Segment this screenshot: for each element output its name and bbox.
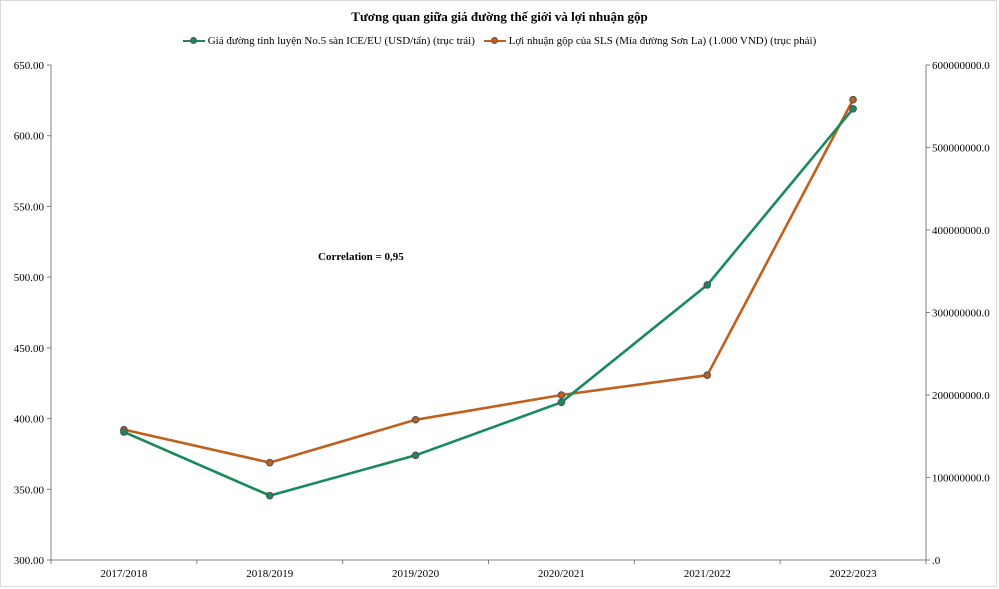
- right-tick-label: .0: [932, 555, 941, 567]
- left-tick-label: 450.00: [14, 343, 45, 355]
- legend-swatch-sugar-price: [182, 36, 205, 46]
- legend: Giá đường tinh luyện No.5 sàn ICE/EU (US…: [0, 35, 999, 47]
- legend-item-gross-profit: Lợi nhuận gộp của SLS (Mía đường Sơn La)…: [483, 35, 817, 47]
- data-point-sugar-price: [120, 428, 128, 436]
- x-tick-label: 2021/2022: [684, 568, 731, 580]
- x-tick-label: 2019/2020: [392, 568, 440, 580]
- right-tick-label: 400000000.0: [932, 225, 990, 237]
- left-tick-label: 600.00: [14, 131, 45, 143]
- left-tick-label: 650.00: [14, 60, 45, 72]
- data-point-gross-profit: [265, 458, 274, 467]
- data-point-gross-profit: [557, 391, 566, 399]
- data-point-gross-profit: [411, 415, 420, 424]
- data-point-gross-profit: [849, 95, 857, 104]
- left-tick-label: 550.00: [14, 201, 45, 213]
- data-point-sugar-price: [557, 398, 566, 407]
- left-tick-label: 300.00: [14, 555, 45, 567]
- series-lines: [123, 98, 855, 497]
- legend-swatch-gross-profit: [483, 36, 506, 46]
- x-tick-label: 2018/2019: [246, 568, 294, 580]
- right-axis-ticks: .0 100000000.0 200000000.0 300000000.0 40000…: [926, 60, 990, 567]
- legend-label-gross-profit: Lợi nhuận gộp của SLS (Mía đường Sơn La)…: [508, 35, 817, 47]
- data-point-sugar-price: [265, 491, 274, 500]
- data-point-sugar-price: [703, 281, 712, 289]
- series-points: [120, 95, 857, 500]
- left-tick-label: 350.00: [14, 484, 45, 496]
- right-tick-label: 100000000.0: [932, 473, 990, 485]
- right-tick-label: 500000000.0: [932, 143, 990, 155]
- x-tick-label: 2020/2021: [538, 568, 585, 580]
- left-tick-label: 500.00: [14, 272, 45, 284]
- data-point-sugar-price: [849, 105, 857, 113]
- series-line-gross-profit: [123, 98, 855, 464]
- legend-label-sugar-price: Giá đường tinh luyện No.5 sàn ICE/EU (US…: [207, 35, 475, 47]
- series-line-sugar-price: [123, 107, 855, 497]
- data-point-sugar-price: [411, 451, 420, 460]
- correlation-annotation: Correlation = 0,95: [318, 251, 404, 263]
- x-tick-label: 2022/2023: [830, 568, 878, 580]
- legend-item-sugar-price: Giá đường tinh luyện No.5 sàn ICE/EU (US…: [182, 35, 475, 47]
- axes: [50, 65, 927, 561]
- left-axis-ticks: 300.00 350.00 400.00 450.00 500.00 550.00 600.…: [14, 60, 51, 567]
- x-tick-label: 2017/2018: [100, 568, 148, 580]
- left-tick-label: 400.00: [14, 414, 45, 426]
- right-tick-label: 300000000.0: [932, 308, 990, 320]
- chart-title: Tương quan giữa giá đường thế giới và lợ…: [351, 9, 648, 24]
- right-tick-label: 200000000.0: [932, 390, 990, 402]
- x-axis-ticks: 2017/2018 2018/2019 2019/2020 2020/2021 2021…: [50, 560, 927, 580]
- right-tick-label: 600000000.0: [932, 60, 990, 72]
- data-point-gross-profit: [703, 371, 712, 380]
